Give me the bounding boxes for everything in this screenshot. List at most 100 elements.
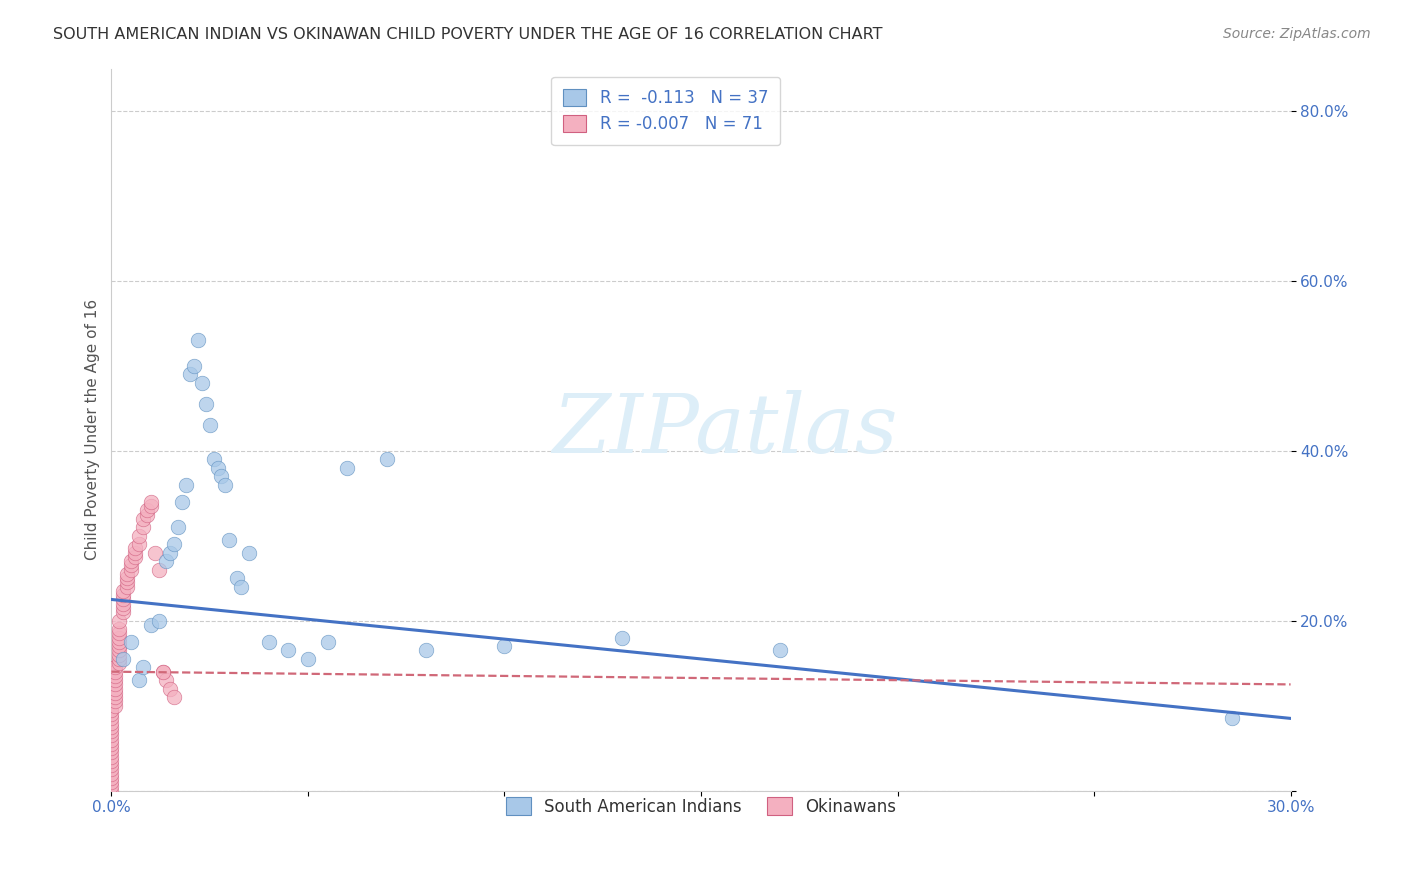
Point — [132, 512, 155, 526]
Point — [108, 622, 131, 636]
Text: Source: ZipAtlas.com: Source: ZipAtlas.com — [1223, 27, 1371, 41]
Point — [139, 499, 162, 513]
Point — [112, 592, 135, 607]
Text: SOUTH AMERICAN INDIAN VS OKINAWAN CHILD POVERTY UNDER THE AGE OF 16 CORRELATION : SOUTH AMERICAN INDIAN VS OKINAWAN CHILD … — [53, 27, 883, 42]
Point — [128, 537, 150, 551]
Point — [104, 698, 127, 713]
Point — [135, 508, 157, 522]
Point — [112, 601, 135, 615]
Point — [104, 694, 127, 708]
Point — [100, 745, 122, 759]
Point — [100, 707, 122, 722]
Point — [229, 580, 252, 594]
Point — [191, 376, 214, 390]
Point — [375, 452, 398, 467]
Point — [100, 771, 122, 785]
Point — [155, 673, 177, 688]
Point — [148, 563, 170, 577]
Point — [120, 554, 142, 568]
Legend: South American Indians, Okinawans: South American Indians, Okinawans — [496, 788, 905, 826]
Point — [112, 652, 135, 666]
Point — [100, 783, 122, 797]
Point — [100, 703, 122, 717]
Point — [183, 359, 205, 373]
Point — [108, 614, 131, 628]
Point — [135, 503, 157, 517]
Point — [104, 669, 127, 683]
Point — [115, 575, 138, 590]
Point — [132, 660, 155, 674]
Point — [152, 665, 174, 679]
Point — [187, 334, 209, 348]
Point — [104, 681, 127, 696]
Point — [128, 673, 150, 688]
Point — [100, 754, 122, 768]
Point — [100, 780, 122, 794]
Point — [115, 571, 138, 585]
Point — [100, 749, 122, 764]
Point — [336, 460, 359, 475]
Point — [1220, 711, 1243, 725]
Point — [124, 546, 146, 560]
Point — [297, 652, 319, 666]
Point — [108, 652, 131, 666]
Point — [104, 673, 127, 688]
Point — [163, 537, 186, 551]
Point — [139, 495, 162, 509]
Point — [211, 469, 233, 483]
Point — [108, 635, 131, 649]
Point — [143, 546, 166, 560]
Point — [218, 533, 240, 547]
Point — [148, 614, 170, 628]
Point — [172, 495, 194, 509]
Point — [132, 520, 155, 534]
Point — [120, 563, 142, 577]
Point — [104, 660, 127, 674]
Point — [174, 477, 197, 491]
Point — [100, 720, 122, 734]
Point — [100, 732, 122, 747]
Point — [415, 643, 437, 657]
Point — [277, 643, 299, 657]
Point — [100, 763, 122, 777]
Point — [115, 566, 138, 581]
Point — [198, 418, 221, 433]
Point — [238, 546, 260, 560]
Point — [163, 690, 186, 705]
Point — [100, 724, 122, 739]
Point — [128, 529, 150, 543]
Point — [100, 711, 122, 725]
Point — [316, 635, 339, 649]
Point — [226, 571, 249, 585]
Point — [202, 452, 225, 467]
Point — [108, 656, 131, 670]
Point — [108, 631, 131, 645]
Point — [494, 639, 516, 653]
Point — [108, 643, 131, 657]
Point — [124, 541, 146, 556]
Point — [179, 368, 201, 382]
Point — [120, 635, 142, 649]
Point — [159, 546, 181, 560]
Point — [100, 758, 122, 772]
Point — [112, 597, 135, 611]
Y-axis label: Child Poverty Under the Age of 16: Child Poverty Under the Age of 16 — [86, 299, 100, 560]
Point — [100, 728, 122, 742]
Point — [100, 741, 122, 756]
Point — [112, 584, 135, 599]
Point — [104, 665, 127, 679]
Point — [112, 605, 135, 619]
Point — [139, 618, 162, 632]
Point — [115, 580, 138, 594]
Point — [194, 397, 217, 411]
Point — [214, 477, 236, 491]
Point — [167, 520, 190, 534]
Point — [207, 460, 229, 475]
Point — [104, 686, 127, 700]
Point — [100, 715, 122, 730]
Point — [104, 690, 127, 705]
Point — [108, 626, 131, 640]
Point — [120, 558, 142, 573]
Point — [768, 643, 790, 657]
Point — [155, 554, 177, 568]
